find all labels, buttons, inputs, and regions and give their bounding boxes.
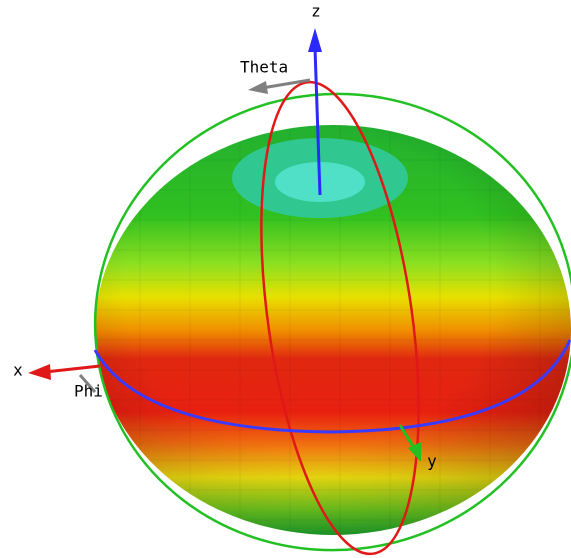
theta-circle xyxy=(260,80,420,556)
equator-circle xyxy=(93,339,571,434)
x-axis-label: x xyxy=(13,361,23,380)
z-axis-label: z xyxy=(311,2,321,21)
z-axis xyxy=(308,28,322,196)
theta-label: Theta xyxy=(240,58,288,77)
phi-arrow xyxy=(78,374,97,393)
x-axis xyxy=(28,364,101,380)
y-axis-label: y xyxy=(427,452,437,471)
theta-arrow xyxy=(248,78,311,94)
pattern-surface xyxy=(95,125,571,535)
y-axis xyxy=(398,424,421,462)
phi-circle xyxy=(93,92,571,552)
phi-label: Phi xyxy=(74,382,103,401)
